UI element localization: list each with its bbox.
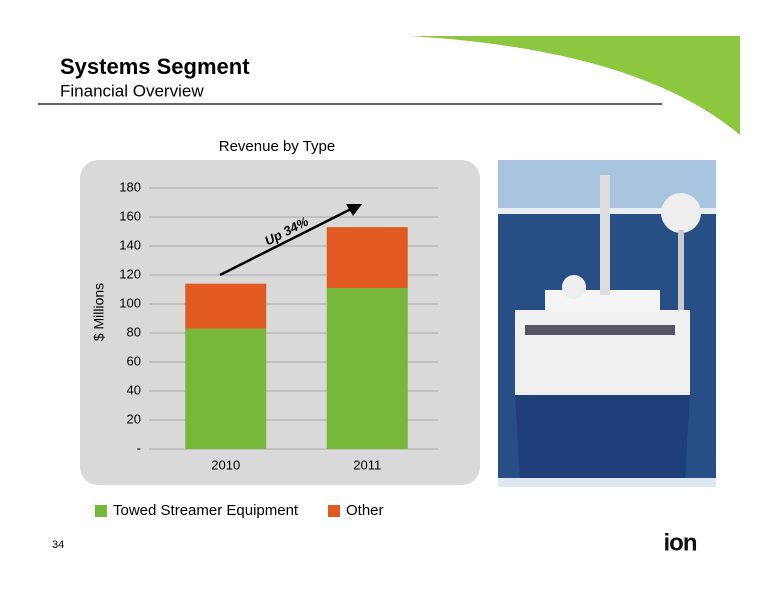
page-number: 34 — [52, 539, 64, 551]
plot: - 20 40 60 80 100 120 140 160 180 2010 2011 — [119, 179, 438, 472]
y-tick-label: 80 — [127, 324, 141, 339]
legend-label: Towed Streamer Equipment — [113, 502, 299, 519]
slide-subtitle: Financial Overview — [60, 81, 204, 100]
swoosh — [410, 36, 740, 135]
y-axis-label: $ Millions — [91, 283, 107, 341]
y-tick-label: 60 — [127, 353, 141, 368]
y-tick-label: 120 — [119, 266, 141, 281]
arrow-head — [346, 204, 362, 216]
legend-label: Other — [346, 502, 384, 519]
x-tick-label: 2010 — [211, 457, 240, 472]
y-tick-label: - — [137, 440, 141, 455]
y-tick-label: 140 — [119, 237, 141, 252]
legend-swatch — [328, 505, 340, 517]
slide-title: Systems Segment — [60, 54, 250, 79]
legend-swatch — [95, 505, 107, 517]
legend: Towed Streamer Equipment Other — [95, 502, 384, 519]
y-tick-label: 160 — [119, 208, 141, 223]
y-tick-label: 20 — [127, 411, 141, 426]
trend-arrow — [219, 205, 356, 277]
ship-photo — [498, 160, 716, 487]
logo: ion — [664, 529, 697, 556]
x-tick-label: 2011 — [353, 457, 381, 472]
y-tick-label: 100 — [119, 295, 141, 310]
bar-segment — [185, 283, 267, 329]
bar-segment — [326, 288, 408, 449]
bar-segment — [326, 227, 408, 289]
y-tick-label: 180 — [119, 179, 141, 194]
chart-title: Revenue by Type — [219, 138, 335, 155]
bar-segment — [185, 328, 267, 449]
y-tick-label: 40 — [127, 382, 141, 397]
